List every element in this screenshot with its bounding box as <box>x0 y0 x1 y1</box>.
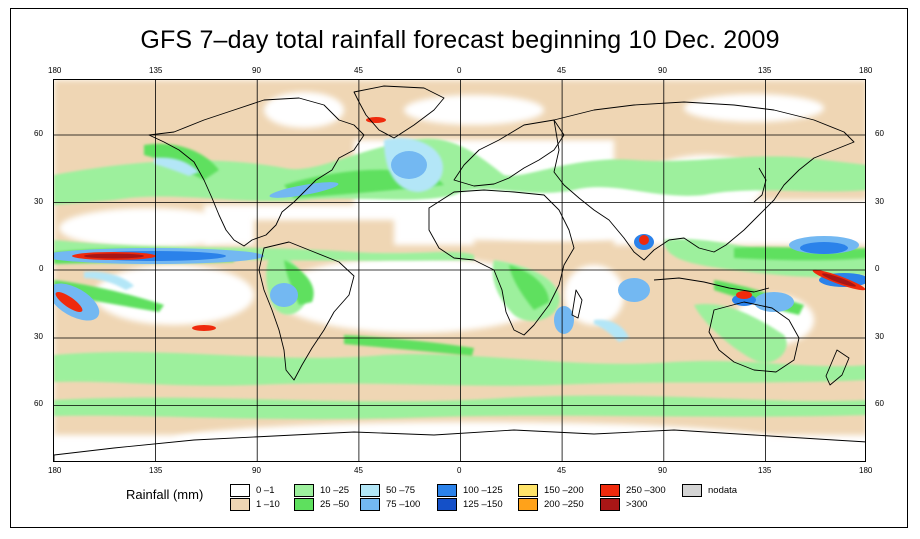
indonesia-outline <box>653 277 770 293</box>
legend-label: 250 –300 <box>626 485 666 496</box>
lon-label-bottom: 0 <box>457 466 462 475</box>
figure-title: GFS 7–day total rainfall forecast beginn… <box>140 26 780 54</box>
lon-label-bottom: 45 <box>557 466 566 475</box>
legend-label: 1 –10 <box>256 499 280 510</box>
legend-label: 0 –1 <box>256 485 275 496</box>
south-america-outline <box>258 241 355 381</box>
lat-label-left: 30 <box>34 332 43 341</box>
lon-label-bottom: 135 <box>149 466 163 475</box>
lon-label-bottom: 180 <box>859 466 873 475</box>
lon-label-bottom: 180 <box>48 466 62 475</box>
lon-label-bottom: 90 <box>658 466 667 475</box>
legend-label: 75 –100 <box>386 499 421 510</box>
lon-label-top: 90 <box>252 66 261 75</box>
australia-outline <box>708 301 800 373</box>
legend-swatch <box>360 498 380 511</box>
new-zealand-outline <box>825 349 850 386</box>
lat-label-right: 60 <box>875 399 884 408</box>
lat-label-left: 0 <box>39 264 44 273</box>
lon-label-top: 45 <box>557 66 566 75</box>
lon-label-top: 135 <box>149 66 163 75</box>
legend-label: 25 –50 <box>320 499 350 510</box>
legend-label: 10 –25 <box>320 485 350 496</box>
madagascar-outline <box>571 289 583 319</box>
asia-outline <box>553 101 855 261</box>
legend-label: >300 <box>626 499 648 510</box>
legend-swatch <box>294 498 314 511</box>
greenland-outline <box>353 85 445 139</box>
africa-outline <box>428 189 575 336</box>
coastlines <box>54 85 865 461</box>
legend-swatch <box>518 484 538 497</box>
legend-label: nodata <box>708 485 738 496</box>
figure-frame <box>10 8 908 528</box>
legend-swatch <box>437 498 457 511</box>
lon-label-bottom: 90 <box>252 466 261 475</box>
legend-swatch <box>360 484 380 497</box>
legend-swatch <box>230 484 250 497</box>
rainfall-map <box>53 79 866 462</box>
legend-label: 200 –250 <box>544 499 584 510</box>
lat-label-right: 0 <box>875 264 880 273</box>
legend-label: 100 –125 <box>463 485 503 496</box>
lon-label-bottom: 45 <box>354 466 363 475</box>
legend-label: 150 –200 <box>544 485 584 496</box>
north-america-outline <box>148 97 365 247</box>
antarctica-outline <box>54 429 865 461</box>
rainfall-map-canvas <box>54 80 865 461</box>
rainfall-layer-over-300 <box>84 253 856 287</box>
lon-label-bottom: 135 <box>758 466 772 475</box>
lon-label-top: 180 <box>48 66 62 75</box>
lon-label-top: 45 <box>354 66 363 75</box>
legend-swatch <box>600 484 620 497</box>
lat-label-left: 60 <box>34 129 43 138</box>
lat-label-right: 30 <box>875 197 884 206</box>
lat-label-right: 30 <box>875 332 884 341</box>
legend-swatch <box>294 484 314 497</box>
lon-label-top: 180 <box>859 66 873 75</box>
europe-outline <box>453 119 565 187</box>
lat-label-left: 30 <box>34 197 43 206</box>
legend-swatch <box>518 498 538 511</box>
lon-label-top: 90 <box>658 66 667 75</box>
lon-label-top: 135 <box>758 66 772 75</box>
legend-swatch <box>437 484 457 497</box>
legend-swatch <box>600 498 620 511</box>
lat-label-left: 60 <box>34 399 43 408</box>
graticule <box>54 80 865 461</box>
legend-swatch <box>682 484 702 497</box>
legend-label: 125 –150 <box>463 499 503 510</box>
japan-outline <box>753 167 767 203</box>
lon-label-top: 0 <box>457 66 462 75</box>
legend-title: Rainfall (mm) <box>126 487 204 502</box>
lat-label-right: 60 <box>875 129 884 138</box>
legend-label: 50 –75 <box>386 485 416 496</box>
legend-swatch <box>230 498 250 511</box>
